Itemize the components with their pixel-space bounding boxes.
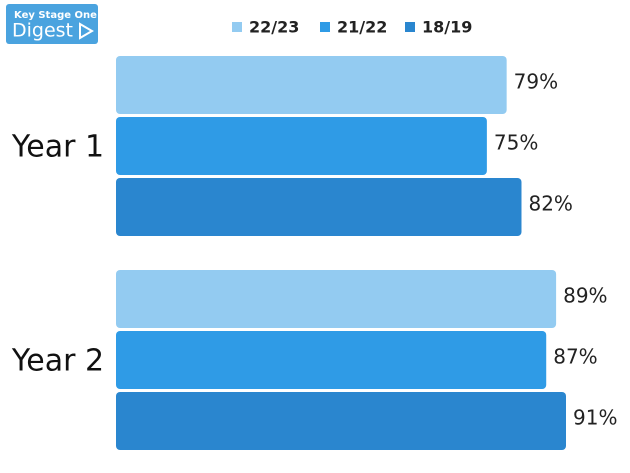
value-label: 75% [494, 131, 538, 155]
value-label: 79% [514, 70, 558, 94]
logo: Key Stage One Digest [6, 4, 98, 44]
value-label: 91% [573, 406, 617, 430]
bar [116, 56, 507, 114]
legend-swatch [232, 22, 242, 32]
legend-swatch [320, 22, 330, 32]
logo-arrow [79, 22, 94, 40]
legend-label: 22/23 [249, 18, 299, 37]
logo-top: Key Stage One [14, 10, 97, 21]
value-label: 82% [528, 192, 572, 216]
bar [116, 178, 522, 236]
legend-label: 21/22 [337, 18, 387, 37]
logo-bottom: Digest [12, 20, 73, 42]
bar [116, 117, 487, 175]
category-label: Year 1 [11, 130, 104, 165]
bar [116, 270, 557, 328]
bar [116, 392, 566, 450]
legend-swatch [405, 22, 415, 32]
value-label: 89% [563, 284, 607, 308]
legend-label: 18/19 [422, 18, 472, 37]
logo-box [6, 4, 98, 44]
value-label: 87% [553, 345, 597, 369]
bar [116, 331, 547, 389]
category-label: Year 2 [11, 344, 104, 379]
